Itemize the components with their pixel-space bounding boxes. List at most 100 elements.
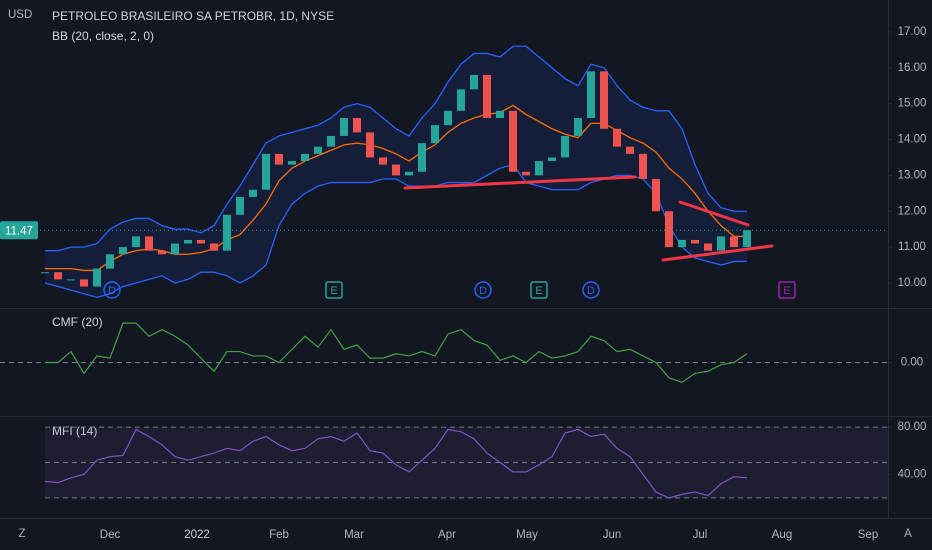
candle: [587, 71, 595, 118]
line: [45, 45, 747, 252]
candle: [678, 239, 686, 248]
candle: [145, 236, 153, 251]
candle: [314, 146, 322, 154]
y-tick-label: 10.00: [898, 277, 927, 289]
candle: [639, 153, 647, 179]
candle: [665, 211, 673, 248]
candle: [288, 161, 296, 165]
candle: [717, 236, 725, 251]
currency: USD: [8, 9, 32, 21]
candle: [613, 128, 621, 147]
candle: [483, 74, 491, 118]
event-marker: [474, 281, 492, 299]
candle: [223, 214, 231, 251]
x-tick-label: Feb: [269, 529, 289, 541]
last-price-label: 11.47: [5, 225, 33, 237]
event-label: D: [479, 285, 487, 297]
trendline: [403, 175, 637, 190]
candle: [340, 117, 348, 136]
x-tick-label: Aug: [772, 529, 792, 541]
line: [44, 428, 748, 499]
event-label: E: [535, 285, 542, 297]
candle: [80, 279, 88, 287]
event-label: D: [108, 285, 116, 297]
candle: [743, 230, 751, 248]
candle: [691, 239, 699, 244]
candle: [184, 239, 192, 244]
event-marker: [325, 281, 343, 299]
candle: [93, 268, 101, 287]
line: [45, 322, 748, 383]
candle: [236, 196, 244, 215]
candle: [54, 272, 62, 280]
event-label: E: [783, 285, 790, 297]
candle: [197, 239, 205, 244]
y-tick-label: 14.00: [898, 134, 927, 146]
candle: [379, 157, 387, 165]
line: [44, 163, 747, 298]
candle: [535, 161, 543, 176]
event-marker: [103, 281, 121, 299]
candle: [392, 164, 400, 176]
candle: [470, 74, 478, 90]
candle: [405, 171, 413, 176]
y-tick-label: 40.00: [898, 468, 927, 480]
event-marker: [530, 281, 548, 299]
last-price-box: [0, 221, 38, 240]
candle: [509, 110, 517, 172]
x-tick-label: Apr: [438, 529, 456, 541]
event-marker: [778, 281, 796, 299]
x-tick-label: Sep: [858, 529, 878, 541]
candle: [301, 153, 309, 162]
candle: [119, 247, 127, 255]
candle: [522, 171, 530, 176]
mfi-title: MFI (14): [52, 424, 97, 438]
y-tick-label: 80.00: [898, 421, 927, 433]
indicator-label: BB (20, close, 2, 0): [52, 29, 154, 43]
footer-icon[interactable]: Z: [18, 528, 25, 540]
x-tick-label: Mar: [344, 529, 364, 541]
candle: [158, 250, 166, 255]
trendlines: [403, 175, 774, 262]
candle: [626, 146, 634, 154]
x-tick-label: Dec: [100, 529, 121, 541]
candle: [457, 89, 465, 111]
footer-icon[interactable]: A: [904, 528, 912, 540]
candle: [444, 110, 452, 126]
candle: [730, 236, 738, 248]
x-tick-label: 2022: [184, 529, 210, 541]
y-tick-label: 0.00: [901, 357, 923, 369]
y-tick-label: 11.00: [898, 241, 926, 253]
chart-title: PETROLEO BRASILEIRO SA PETROBR, 1D, NYSE: [52, 9, 334, 23]
y-tick-label: 16.00: [898, 62, 927, 74]
candle: [171, 243, 179, 255]
candle: [431, 125, 439, 144]
candle: [327, 135, 335, 147]
event-label: D: [587, 285, 595, 297]
event-marker: [582, 281, 600, 299]
candle: [496, 110, 504, 118]
candle: [704, 243, 712, 251]
y-tick-label: 13.00: [898, 169, 927, 181]
candle: [600, 71, 608, 129]
x-tick-label: May: [516, 529, 538, 541]
candle: [249, 189, 257, 197]
x-tick-label: Jun: [603, 529, 622, 541]
candle: [275, 153, 283, 165]
candle: [561, 135, 569, 158]
candle: [106, 254, 114, 269]
candle: [353, 117, 361, 133]
y-tick-label: 15.00: [898, 98, 927, 110]
candle: [548, 157, 556, 162]
y-tick-label: 12.00: [898, 205, 927, 217]
x-tick-label: Jul: [693, 529, 708, 541]
candle: [67, 279, 75, 281]
candle: [132, 236, 140, 248]
candle: [210, 243, 218, 251]
y-tick-label: 17.00: [898, 26, 927, 38]
candle: [574, 117, 582, 136]
